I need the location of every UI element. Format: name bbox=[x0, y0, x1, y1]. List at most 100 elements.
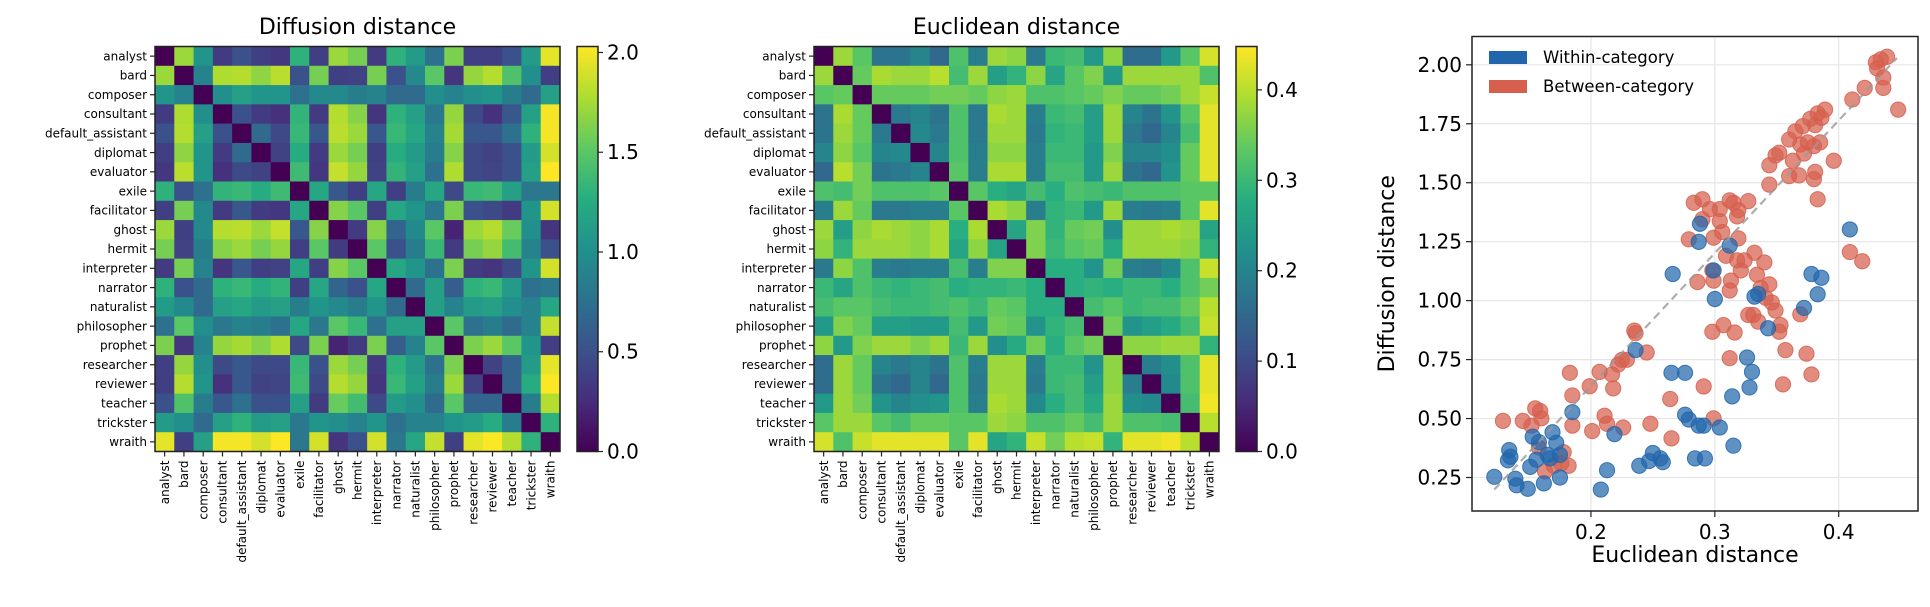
x-tick-label: trickster bbox=[1183, 460, 1197, 510]
heatmap-cell bbox=[444, 200, 464, 221]
heatmap-cell bbox=[910, 335, 931, 356]
heatmap-cell bbox=[987, 123, 1008, 144]
heatmap-cell bbox=[212, 46, 233, 67]
heatmap-cell bbox=[328, 200, 349, 221]
heatmap-cell bbox=[347, 46, 368, 67]
heatmap-cell bbox=[463, 239, 484, 260]
heatmap-cell bbox=[871, 239, 892, 260]
heatmap-cell bbox=[1084, 123, 1104, 144]
heatmap-cell bbox=[405, 355, 426, 375]
legend-swatch-within bbox=[1489, 51, 1527, 64]
heatmap-cell bbox=[405, 162, 426, 182]
heatmap-cell bbox=[174, 65, 194, 86]
heatmap-cell bbox=[521, 123, 542, 144]
heatmap-cell bbox=[521, 316, 542, 337]
heatmap-cell bbox=[251, 335, 272, 356]
heatmap-cell bbox=[212, 200, 233, 221]
heatmap-cell bbox=[251, 412, 272, 433]
heatmap-cell bbox=[270, 316, 291, 337]
heatmap-cell bbox=[833, 104, 853, 125]
between-category-point bbox=[1774, 376, 1792, 393]
heatmap-cell bbox=[987, 258, 1008, 279]
heatmap-cell bbox=[814, 142, 834, 163]
y-tick-label: hermit bbox=[767, 242, 807, 256]
heatmap-cell bbox=[155, 104, 175, 125]
heatmap-cell bbox=[212, 412, 233, 433]
heatmap-cell bbox=[1026, 85, 1046, 105]
heatmap-cell bbox=[502, 355, 522, 375]
y-tick-label: 1.50 bbox=[1417, 171, 1462, 195]
heatmap-cell bbox=[425, 181, 445, 202]
heatmap-cell bbox=[502, 142, 522, 163]
heatmap-cell bbox=[193, 85, 214, 105]
heatmap-cell bbox=[212, 393, 233, 414]
heatmap-cell bbox=[1103, 393, 1123, 414]
heatmap-cell bbox=[1122, 200, 1143, 221]
heatmap-cell bbox=[425, 335, 445, 356]
heatmap-cell bbox=[193, 335, 214, 356]
y-tick-label: analyst bbox=[103, 49, 147, 63]
heatmap-cell bbox=[1045, 316, 1066, 337]
heatmap-cell bbox=[1064, 162, 1085, 182]
heatmap-cell bbox=[910, 258, 931, 279]
heatmap-cell bbox=[1141, 277, 1162, 298]
heatmap-cell bbox=[232, 316, 252, 337]
heatmap-cell bbox=[521, 393, 542, 414]
heatmap-cell bbox=[502, 393, 522, 414]
scatter-ticks: 0.2 0.3 0.4 0.25 0.50 0.75 1.00 1.25 1.50 1.75 2.0… bbox=[1417, 53, 1854, 544]
heatmap-cell bbox=[347, 374, 368, 395]
euclidean-heatmap-panel: Euclidean distance analyst bard composer co… bbox=[704, 15, 1298, 563]
heatmap-cell bbox=[347, 412, 368, 433]
heatmap-cell bbox=[425, 297, 445, 317]
heatmap-cell bbox=[949, 123, 969, 144]
heatmap-cell bbox=[1141, 374, 1162, 395]
heatmap-cell bbox=[852, 123, 873, 144]
heatmap-cell bbox=[968, 220, 988, 240]
colorbar-gradient bbox=[1235, 45, 1258, 453]
heatmap-cell bbox=[444, 393, 464, 414]
heatmap-cell bbox=[482, 85, 503, 105]
heatmap-cell bbox=[425, 412, 445, 433]
heatmap-cell bbox=[482, 104, 503, 125]
x-tick-label: interpreter bbox=[370, 460, 384, 525]
heatmap-cell bbox=[521, 239, 542, 260]
heatmap-cell bbox=[251, 220, 272, 240]
heatmap-cell bbox=[444, 142, 464, 163]
heatmap-cell bbox=[425, 432, 445, 452]
heatmap-cell bbox=[463, 65, 484, 86]
heatmap-cell bbox=[174, 162, 194, 182]
heatmap-cell bbox=[929, 85, 950, 105]
colorbar-tick-label: 1.0 bbox=[607, 240, 639, 264]
heatmap-cell bbox=[1103, 142, 1123, 163]
heatmap-cell bbox=[309, 258, 329, 279]
heatmap-cell bbox=[347, 200, 368, 221]
heatmap-cell bbox=[852, 104, 873, 125]
scatter-x-axis-label: Euclidean distance bbox=[1591, 543, 1798, 568]
heatmap-cell bbox=[1161, 220, 1181, 240]
scatter-frame bbox=[1471, 35, 1919, 512]
heatmap-cell bbox=[1064, 46, 1085, 67]
heatmap-cell bbox=[155, 374, 175, 395]
x-tick-label: exile bbox=[952, 461, 966, 489]
heatmap-cell bbox=[1064, 104, 1085, 125]
heatmap-cell bbox=[987, 297, 1008, 317]
heatmap-cell bbox=[1199, 104, 1220, 125]
euclidean-heatmap-x-labels: analyst bard composer consultant default_ass… bbox=[817, 451, 1217, 563]
within-category-point bbox=[1551, 469, 1569, 486]
heatmap-cell bbox=[193, 65, 214, 86]
heatmap-cell bbox=[251, 393, 272, 414]
heatmap-cell bbox=[270, 412, 291, 433]
heatmap-cell bbox=[1161, 46, 1181, 67]
heatmap-cell bbox=[444, 123, 464, 144]
heatmap-cell bbox=[968, 316, 988, 337]
heatmap-cell bbox=[1161, 355, 1181, 375]
heatmap-cell bbox=[367, 181, 387, 202]
heatmap-cell bbox=[328, 277, 349, 298]
heatmap-cell bbox=[968, 277, 988, 298]
within-category-point bbox=[1592, 481, 1609, 498]
heatmap-cell bbox=[929, 181, 950, 202]
heatmap-cell bbox=[1064, 181, 1085, 202]
heatmap-cell bbox=[833, 181, 853, 202]
heatmap-cell bbox=[155, 432, 175, 452]
heatmap-cell bbox=[852, 239, 873, 260]
